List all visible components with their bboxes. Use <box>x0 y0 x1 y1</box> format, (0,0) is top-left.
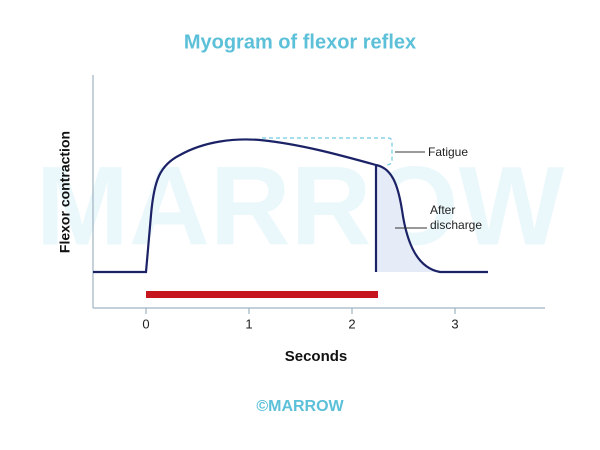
y-axis-label: Flexor contraction <box>57 131 73 253</box>
after-discharge-area <box>376 165 440 272</box>
stimulus-bar <box>146 291 378 298</box>
after-discharge-label: After <box>430 203 455 217</box>
fatigue-label: Fatigue <box>428 145 468 159</box>
x-tick-label: 0 <box>142 316 149 331</box>
x-tick-label: 1 <box>245 316 252 331</box>
fatigue-bracket <box>262 137 393 166</box>
after-discharge-label: discharge <box>430 218 482 232</box>
title: Myogram of flexor reflex <box>184 31 416 53</box>
watermark: MARROW <box>36 144 565 269</box>
x-axis-label: Seconds <box>285 348 348 365</box>
x-tick-label: 3 <box>451 316 458 331</box>
x-tick-label: 2 <box>348 316 355 331</box>
footer: ©MARROW <box>256 398 344 415</box>
x-ticks: 0 1 2 3 <box>142 308 459 331</box>
